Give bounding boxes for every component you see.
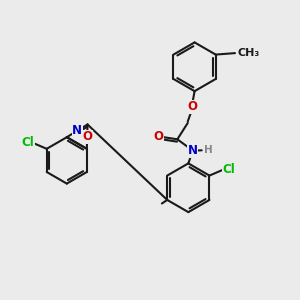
Text: O: O [187,100,197,113]
Text: Cl: Cl [222,163,235,176]
Text: CH₃: CH₃ [237,47,260,58]
Text: H: H [204,145,212,155]
Text: Cl: Cl [21,136,34,149]
Text: N: N [188,144,198,157]
Text: O: O [82,130,92,143]
Text: O: O [153,130,163,143]
Text: N: N [72,124,82,137]
